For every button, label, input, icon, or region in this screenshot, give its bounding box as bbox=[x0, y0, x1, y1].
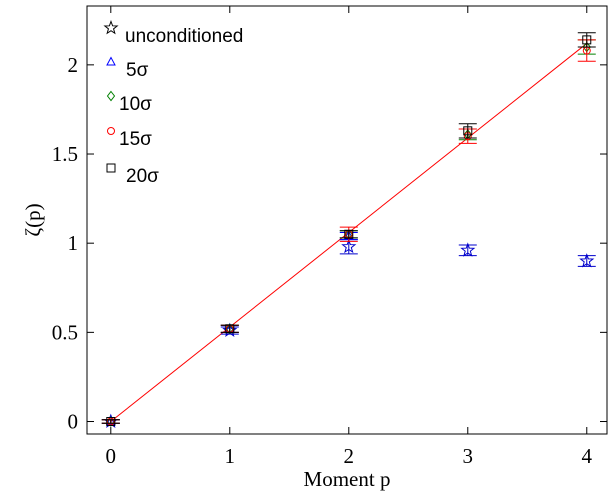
legend-marker bbox=[106, 163, 116, 173]
x-tick-label: 2 bbox=[344, 444, 355, 468]
legend-marker bbox=[103, 20, 119, 35]
y-tick-label: 0 bbox=[68, 410, 79, 434]
data-point bbox=[225, 324, 235, 334]
y-axis-label: ζ(p) bbox=[21, 203, 45, 236]
y-tick-label: 1.5 bbox=[52, 142, 78, 166]
legend: unconditioned 5σ 10σ 15σ 20σ bbox=[103, 20, 243, 187]
legend-label: 15σ bbox=[119, 129, 152, 150]
data-point bbox=[106, 417, 116, 427]
legend-marker bbox=[107, 127, 115, 135]
data-point bbox=[344, 229, 354, 239]
y-tick-label: 0.5 bbox=[52, 320, 78, 344]
x-tick-label: 0 bbox=[106, 444, 117, 468]
data-point bbox=[582, 35, 592, 45]
legend-marker bbox=[106, 90, 116, 102]
legend-label: 5σ bbox=[126, 60, 149, 81]
legend-marker bbox=[106, 56, 116, 66]
data-point bbox=[463, 126, 473, 136]
data-point bbox=[579, 253, 595, 268]
x-tick-label: 3 bbox=[463, 444, 474, 468]
legend-label: unconditioned bbox=[125, 26, 243, 47]
plot-area-frame bbox=[86, 5, 608, 435]
series-4 bbox=[101, 32, 596, 427]
tick-layer: 0 1 2 3 4 0 0.5 1 1.5 2 bbox=[52, 6, 607, 468]
legend-label: 20σ bbox=[126, 166, 159, 187]
y-tick-label: 2 bbox=[68, 53, 79, 77]
series-layer bbox=[101, 32, 596, 428]
x-tick-label: 4 bbox=[582, 444, 593, 468]
series-0 bbox=[101, 238, 596, 428]
y-tick-label: 1 bbox=[68, 231, 79, 255]
x-tick-label: 1 bbox=[225, 444, 236, 468]
legend-label: 10σ bbox=[119, 94, 152, 115]
data-point bbox=[460, 242, 476, 257]
x-axis-label: Moment p bbox=[304, 467, 391, 491]
data-point bbox=[341, 238, 357, 254]
